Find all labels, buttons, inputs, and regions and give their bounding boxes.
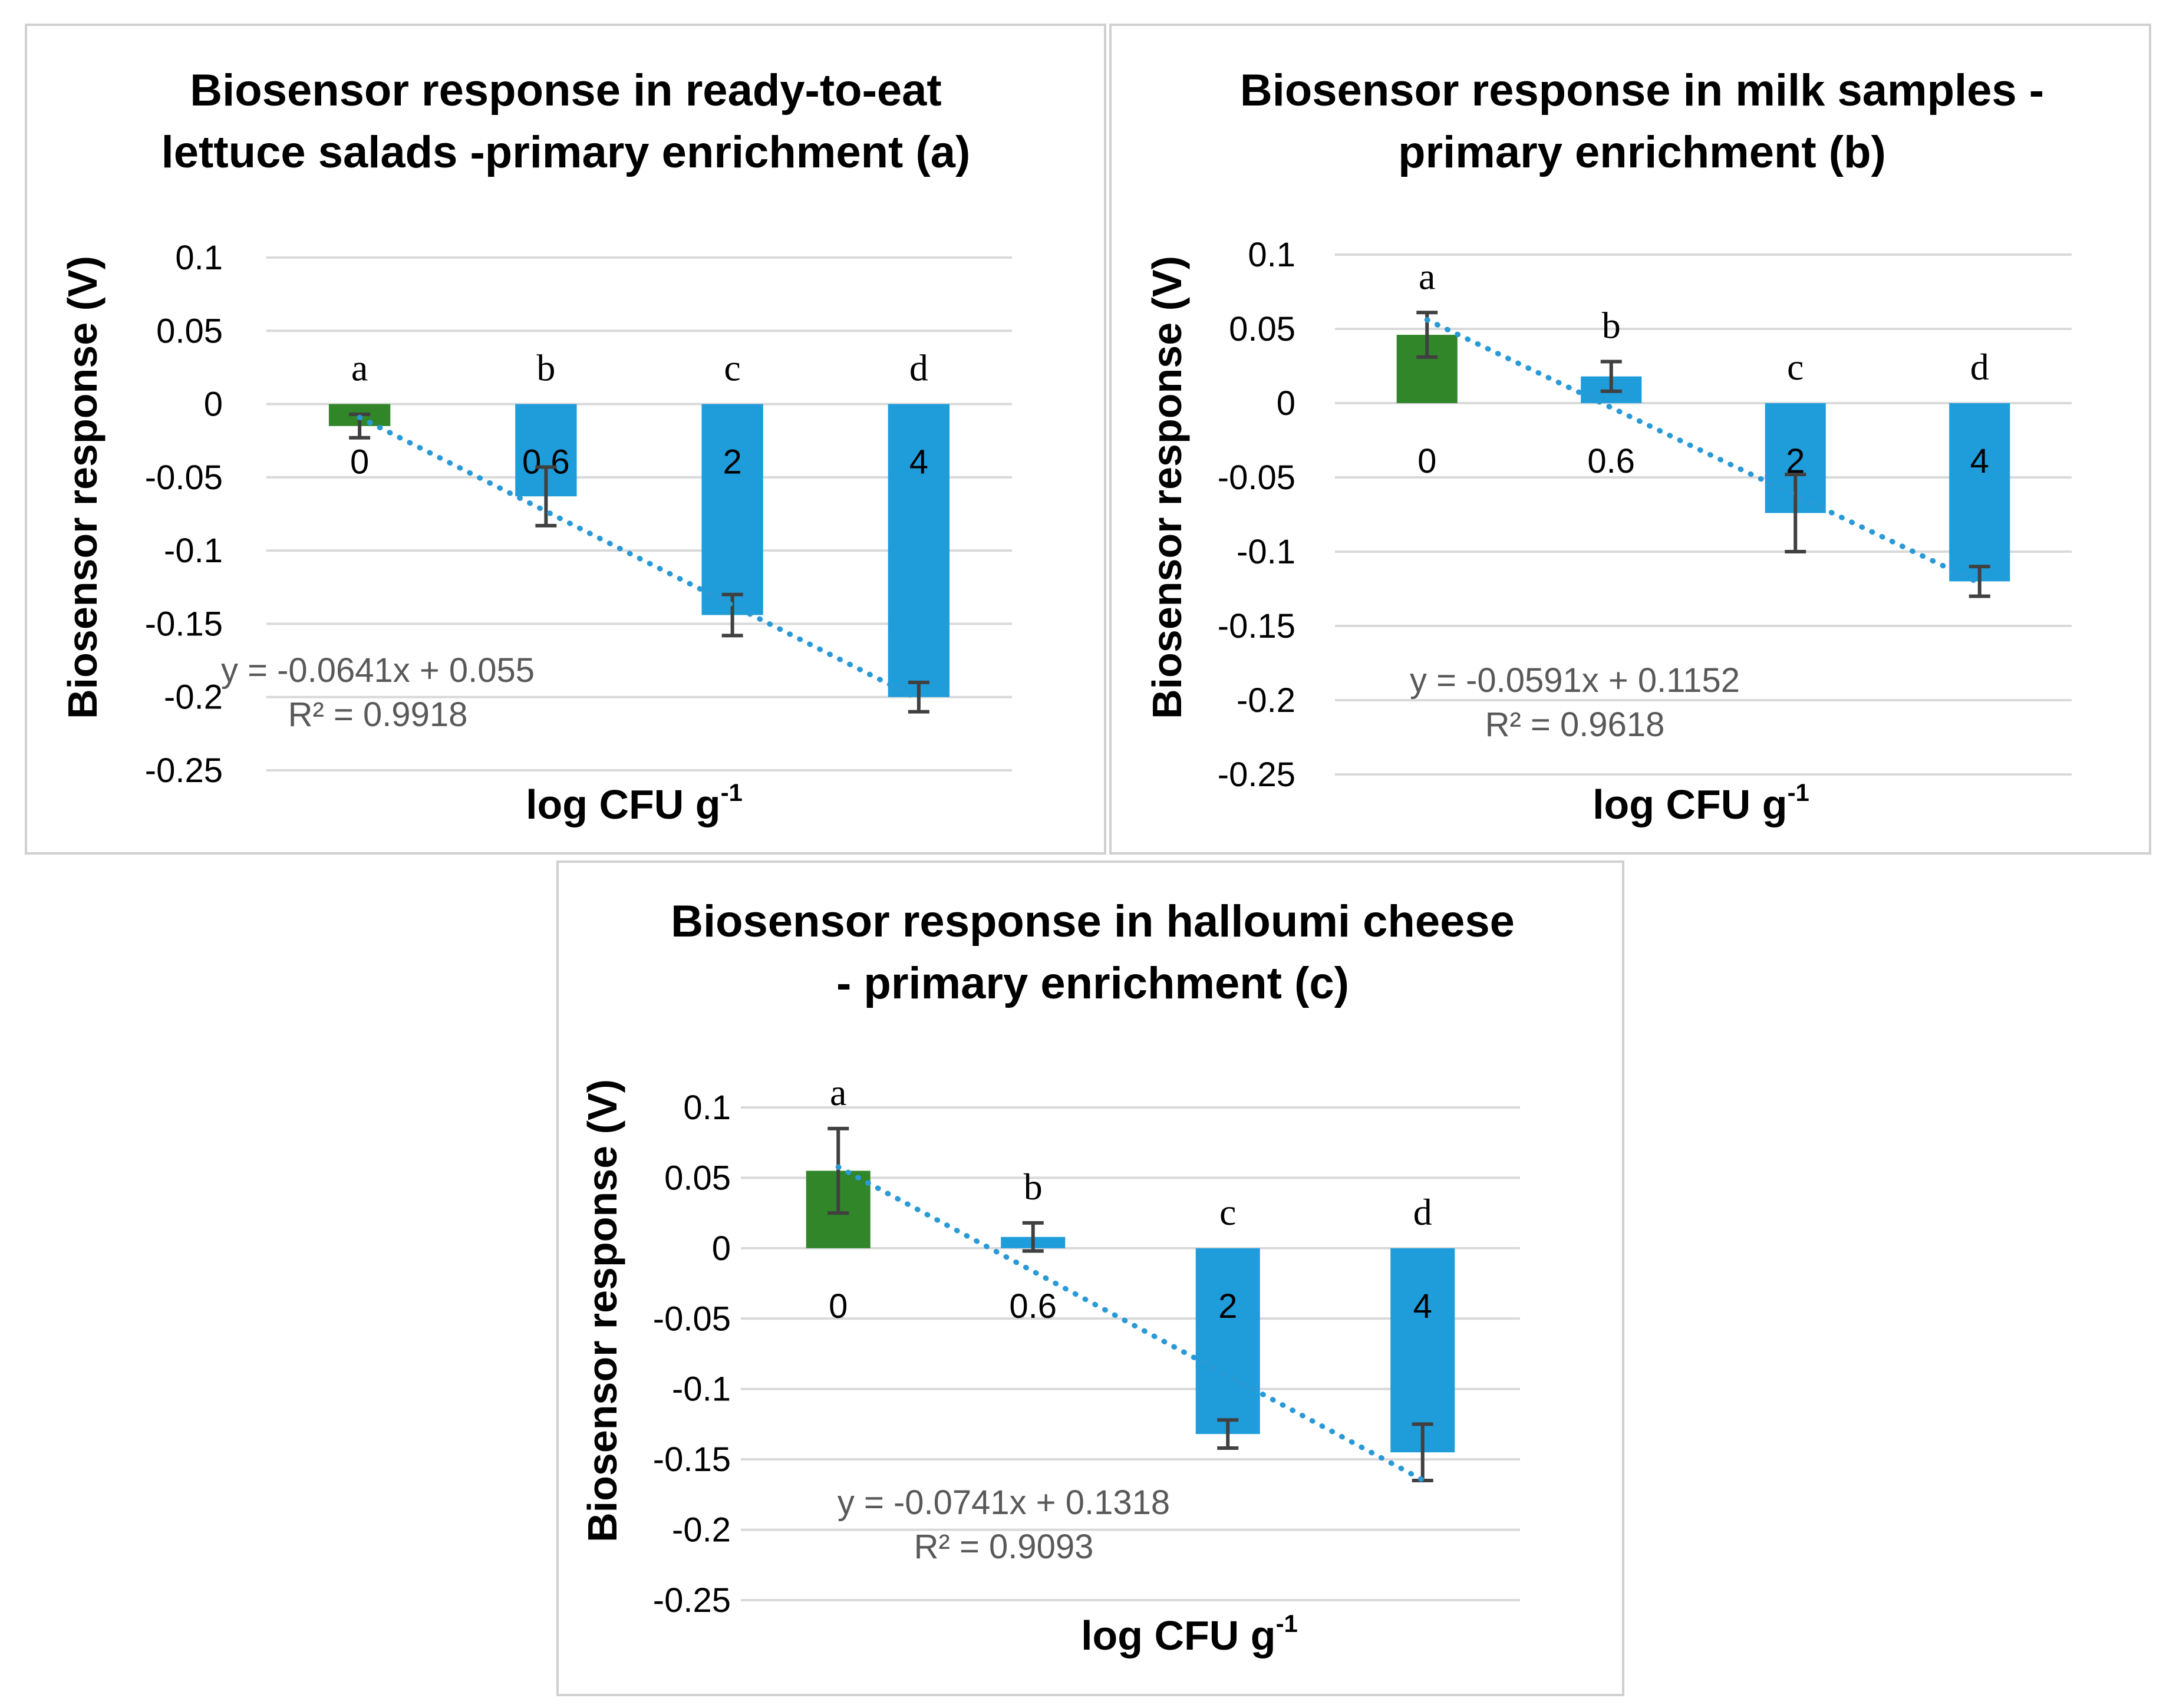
plot-area-b: 0.10.050-0.05-0.1-0.15-0.2-0.250 0.6 2 4abc… (1218, 236, 2072, 794)
bar (1949, 403, 2010, 582)
significance-letter: c (1787, 346, 1804, 388)
y-axis-label-group: Biosensor response (V) (60, 256, 105, 719)
bar (1390, 1248, 1455, 1453)
y-tick-label: 0 (712, 1229, 731, 1268)
y-tick-label: -0.15 (653, 1440, 731, 1479)
y-tick-label: 0.05 (1229, 310, 1295, 348)
x-tick-label: 0 (1417, 442, 1436, 480)
trendline-r-squared: R² = 0.9093 (914, 1528, 1094, 1566)
chart-panel-a: Biosensor response in ready-to-eat lettu… (25, 24, 1106, 855)
x-axis-label-main: log CFU g (1593, 782, 1787, 827)
y-tick-label: 0.05 (664, 1159, 731, 1197)
bar (1195, 1248, 1260, 1435)
x-tick-label: 2 (1218, 1287, 1237, 1325)
x-tick-label: 2 (723, 443, 741, 482)
x-tick-label: 4 (1970, 442, 1989, 480)
x-axis-label-main: log CFU g (526, 782, 720, 827)
x-tick-label: 0 (829, 1287, 848, 1325)
x-axis-label-superscript: -1 (721, 779, 743, 806)
chart-title-line2: primary enrichment (b) (1398, 127, 1886, 177)
trendline-equation: y = -0.0641x + 0.055 (221, 651, 535, 690)
y-tick-label: 0.1 (683, 1089, 731, 1127)
y-axis-label: Biosensor response (V) (1144, 256, 1190, 719)
bar (701, 404, 763, 615)
y-tick-label: 0.1 (175, 239, 223, 277)
linear-trendline (357, 414, 922, 702)
linear-trendline (835, 1164, 1426, 1483)
y-tick-label: -0.15 (145, 605, 223, 643)
trendline-r-squared: R² = 0.9918 (288, 695, 468, 734)
y-tick-label: 0 (1277, 384, 1295, 423)
chart-c-svg: Biosensor response in halloumi cheese - … (579, 896, 1520, 1658)
y-tick-label: -0.2 (164, 678, 223, 717)
x-axis-label-main: log CFU g (1081, 1613, 1275, 1658)
plot-area-a: 0.10.050-0.05-0.1-0.15-0.2-0.250 0.6 2 4a b c… (145, 239, 1012, 790)
significance-letter: d (909, 347, 928, 389)
y-axis-label-group: Biosensor response (V) (579, 1079, 625, 1542)
chart-title-line2: - primary enrichment (c) (836, 958, 1349, 1008)
significance-letter: b (536, 347, 555, 389)
bar (888, 404, 950, 697)
x-tick-label: 4 (1413, 1287, 1432, 1325)
chart-title-line1: Biosensor response in milk samples - (1240, 65, 2044, 116)
linear-trendline (1424, 317, 1983, 586)
significance-letter: c (724, 347, 740, 389)
y-tick-label: -0.05 (145, 459, 223, 497)
significance-letter: a (830, 1071, 846, 1113)
y-tick-label: -0.05 (653, 1300, 731, 1338)
chart-panel-c: Biosensor response in halloumi cheese - … (556, 860, 1624, 1696)
significance-letter: a (351, 347, 368, 389)
chart-b-svg: Biosensor response in milk samples - pri… (1144, 65, 2072, 827)
y-tick-label: 0 (204, 385, 223, 424)
x-tick-label: 4 (909, 443, 928, 482)
chart-title-line1: Biosensor response in ready-to-eat (190, 65, 941, 116)
chart-title-line1: Biosensor response in halloumi cheese (671, 896, 1515, 947)
y-tick-label: -0.15 (1218, 607, 1295, 645)
trendline-r-squared: R² = 0.9618 (1485, 705, 1665, 744)
y-tick-label: -0.25 (145, 751, 223, 790)
x-axis-label: log CFU g-1 (526, 779, 743, 827)
y-tick-label: -0.2 (1237, 681, 1295, 720)
trendline-equation: y = -0.0591x + 0.1152 (1410, 661, 1740, 700)
x-tick-label: 0.6 (1009, 1287, 1057, 1325)
significance-letter: a (1419, 255, 1435, 297)
x-axis-label-superscript: -1 (1276, 1610, 1298, 1637)
significance-letter: d (1413, 1191, 1432, 1233)
y-tick-label: 0.1 (1248, 236, 1295, 274)
y-axis-label: Biosensor response (V) (579, 1079, 625, 1542)
x-axis-label-superscript: -1 (1788, 779, 1809, 806)
x-axis-label: log CFU g-1 (1081, 1610, 1298, 1658)
x-tick-label: 0 (350, 443, 369, 482)
significance-letter: b (1024, 1166, 1043, 1208)
y-tick-label: -0.05 (1218, 459, 1295, 497)
plot-area-c: 0.1 0.05 0 -0.05 -0.1 -0.15 -0.2 -0.25 0 0.6 2 4 a b c… (653, 1071, 1520, 1620)
significance-letter: d (1970, 346, 1989, 388)
x-axis-label: log CFU g-1 (1593, 779, 1809, 827)
y-tick-label: -0.2 (672, 1511, 731, 1549)
y-axis-label-group: Biosensor response (V) (1144, 256, 1190, 719)
y-tick-label: -0.1 (1237, 533, 1295, 571)
chart-panel-b: Biosensor response in milk samples - pri… (1109, 24, 2151, 855)
y-tick-label: -0.25 (1218, 756, 1295, 794)
trendline-equation: y = -0.0741x + 0.1318 (838, 1483, 1170, 1522)
chart-title-line2: lettuce salads -primary enrichment (a) (161, 127, 971, 177)
y-axis-label: Biosensor response (V) (60, 256, 105, 719)
x-tick-label: 0.6 (1587, 442, 1635, 480)
y-tick-label: 0.05 (156, 312, 223, 350)
chart-a-svg: Biosensor response in ready-to-eat lettu… (60, 65, 1012, 827)
y-tick-label: -0.1 (164, 532, 223, 570)
y-tick-label: -0.25 (653, 1581, 731, 1620)
significance-letter: b (1602, 304, 1621, 346)
y-tick-label: -0.1 (672, 1370, 731, 1409)
significance-letter: c (1219, 1191, 1236, 1233)
